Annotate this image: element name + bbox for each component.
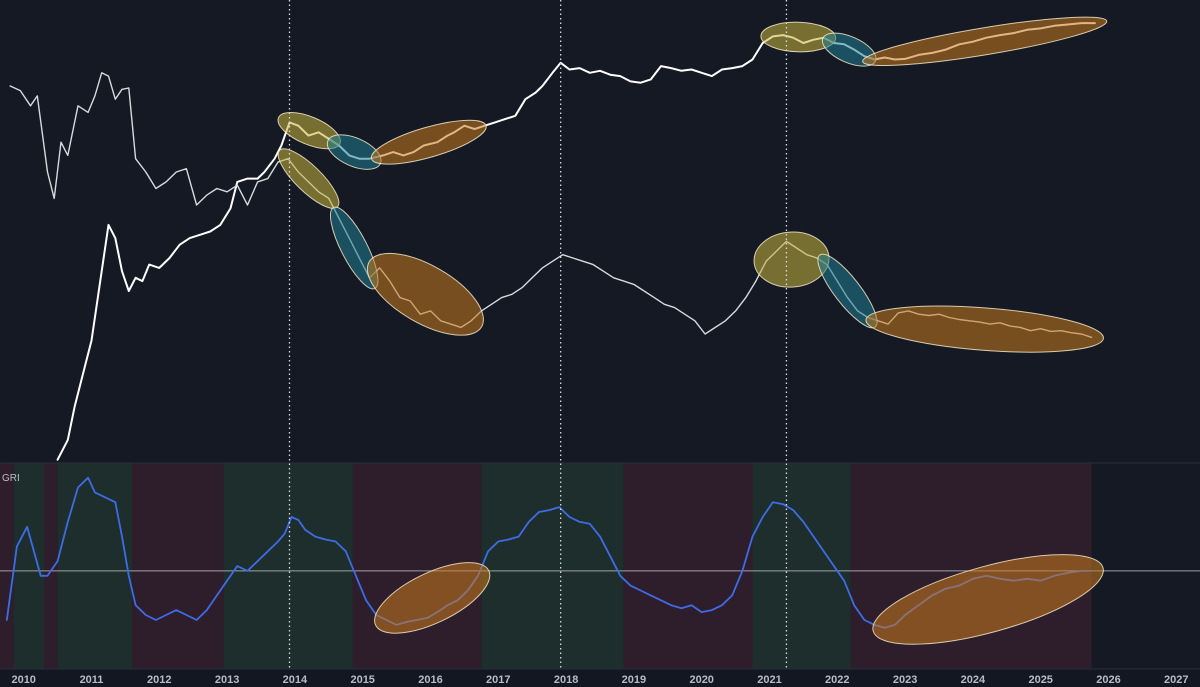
regime-band-bear [44,463,58,669]
x-axis: 2010 2011 2012 2013 2014 2015 2016 2017 2018 2019… [0,668,1200,686]
regime-band-bull [13,463,45,669]
cycle-marker-lines [288,0,788,669]
regime-band-bull [481,463,624,669]
regime-band-bull [57,463,133,669]
x-tick-label-2019: 2019 [622,674,646,686]
indicator-label: GRI [2,473,20,484]
x-tick-label-2018: 2018 [554,674,578,686]
indicator-series-line-0 [5,476,1093,629]
highlight-ellipse-11 [865,305,1104,353]
x-tick-label-2022: 2022 [825,674,849,686]
x-tick-label-2013: 2013 [215,674,239,686]
x-tick-label-2025: 2025 [1028,674,1052,686]
x-tick-label-2017: 2017 [486,674,510,686]
highlight-ellipses [277,16,1108,645]
x-axis-background [0,669,1200,687]
regime-band-bull [223,463,353,669]
indicator-regime-shading [0,463,1092,669]
x-tick-label-2012: 2012 [147,674,171,686]
x-tick-label-2026: 2026 [1096,674,1120,686]
x-tick-label-2010: 2010 [11,674,35,686]
x-tick-label-2021: 2021 [757,674,781,686]
highlight-ellipse-12 [374,562,491,634]
regime-band-bear [623,463,753,669]
highlight-ellipse-13 [872,554,1104,645]
x-tick-label-2011: 2011 [80,674,104,686]
x-tick-label-2024: 2024 [961,674,986,686]
regime-band-bear [0,463,14,669]
x-tick-label-2015: 2015 [350,674,374,686]
regime-band-bear [132,463,224,669]
x-tick-label-2016: 2016 [418,674,442,686]
highlight-ellipse-2 [370,119,487,165]
x-tick-label-2023: 2023 [893,674,917,686]
x-tick-label-2014: 2014 [283,674,308,686]
highlight-ellipse-6 [277,148,340,209]
highlight-ellipse-8 [366,252,484,336]
regime-band-bull [752,463,851,669]
x-tick-label-2027: 2027 [1164,674,1188,686]
highlight-ellipse-5 [862,16,1108,66]
x-tick-label-2020: 2020 [689,674,713,686]
